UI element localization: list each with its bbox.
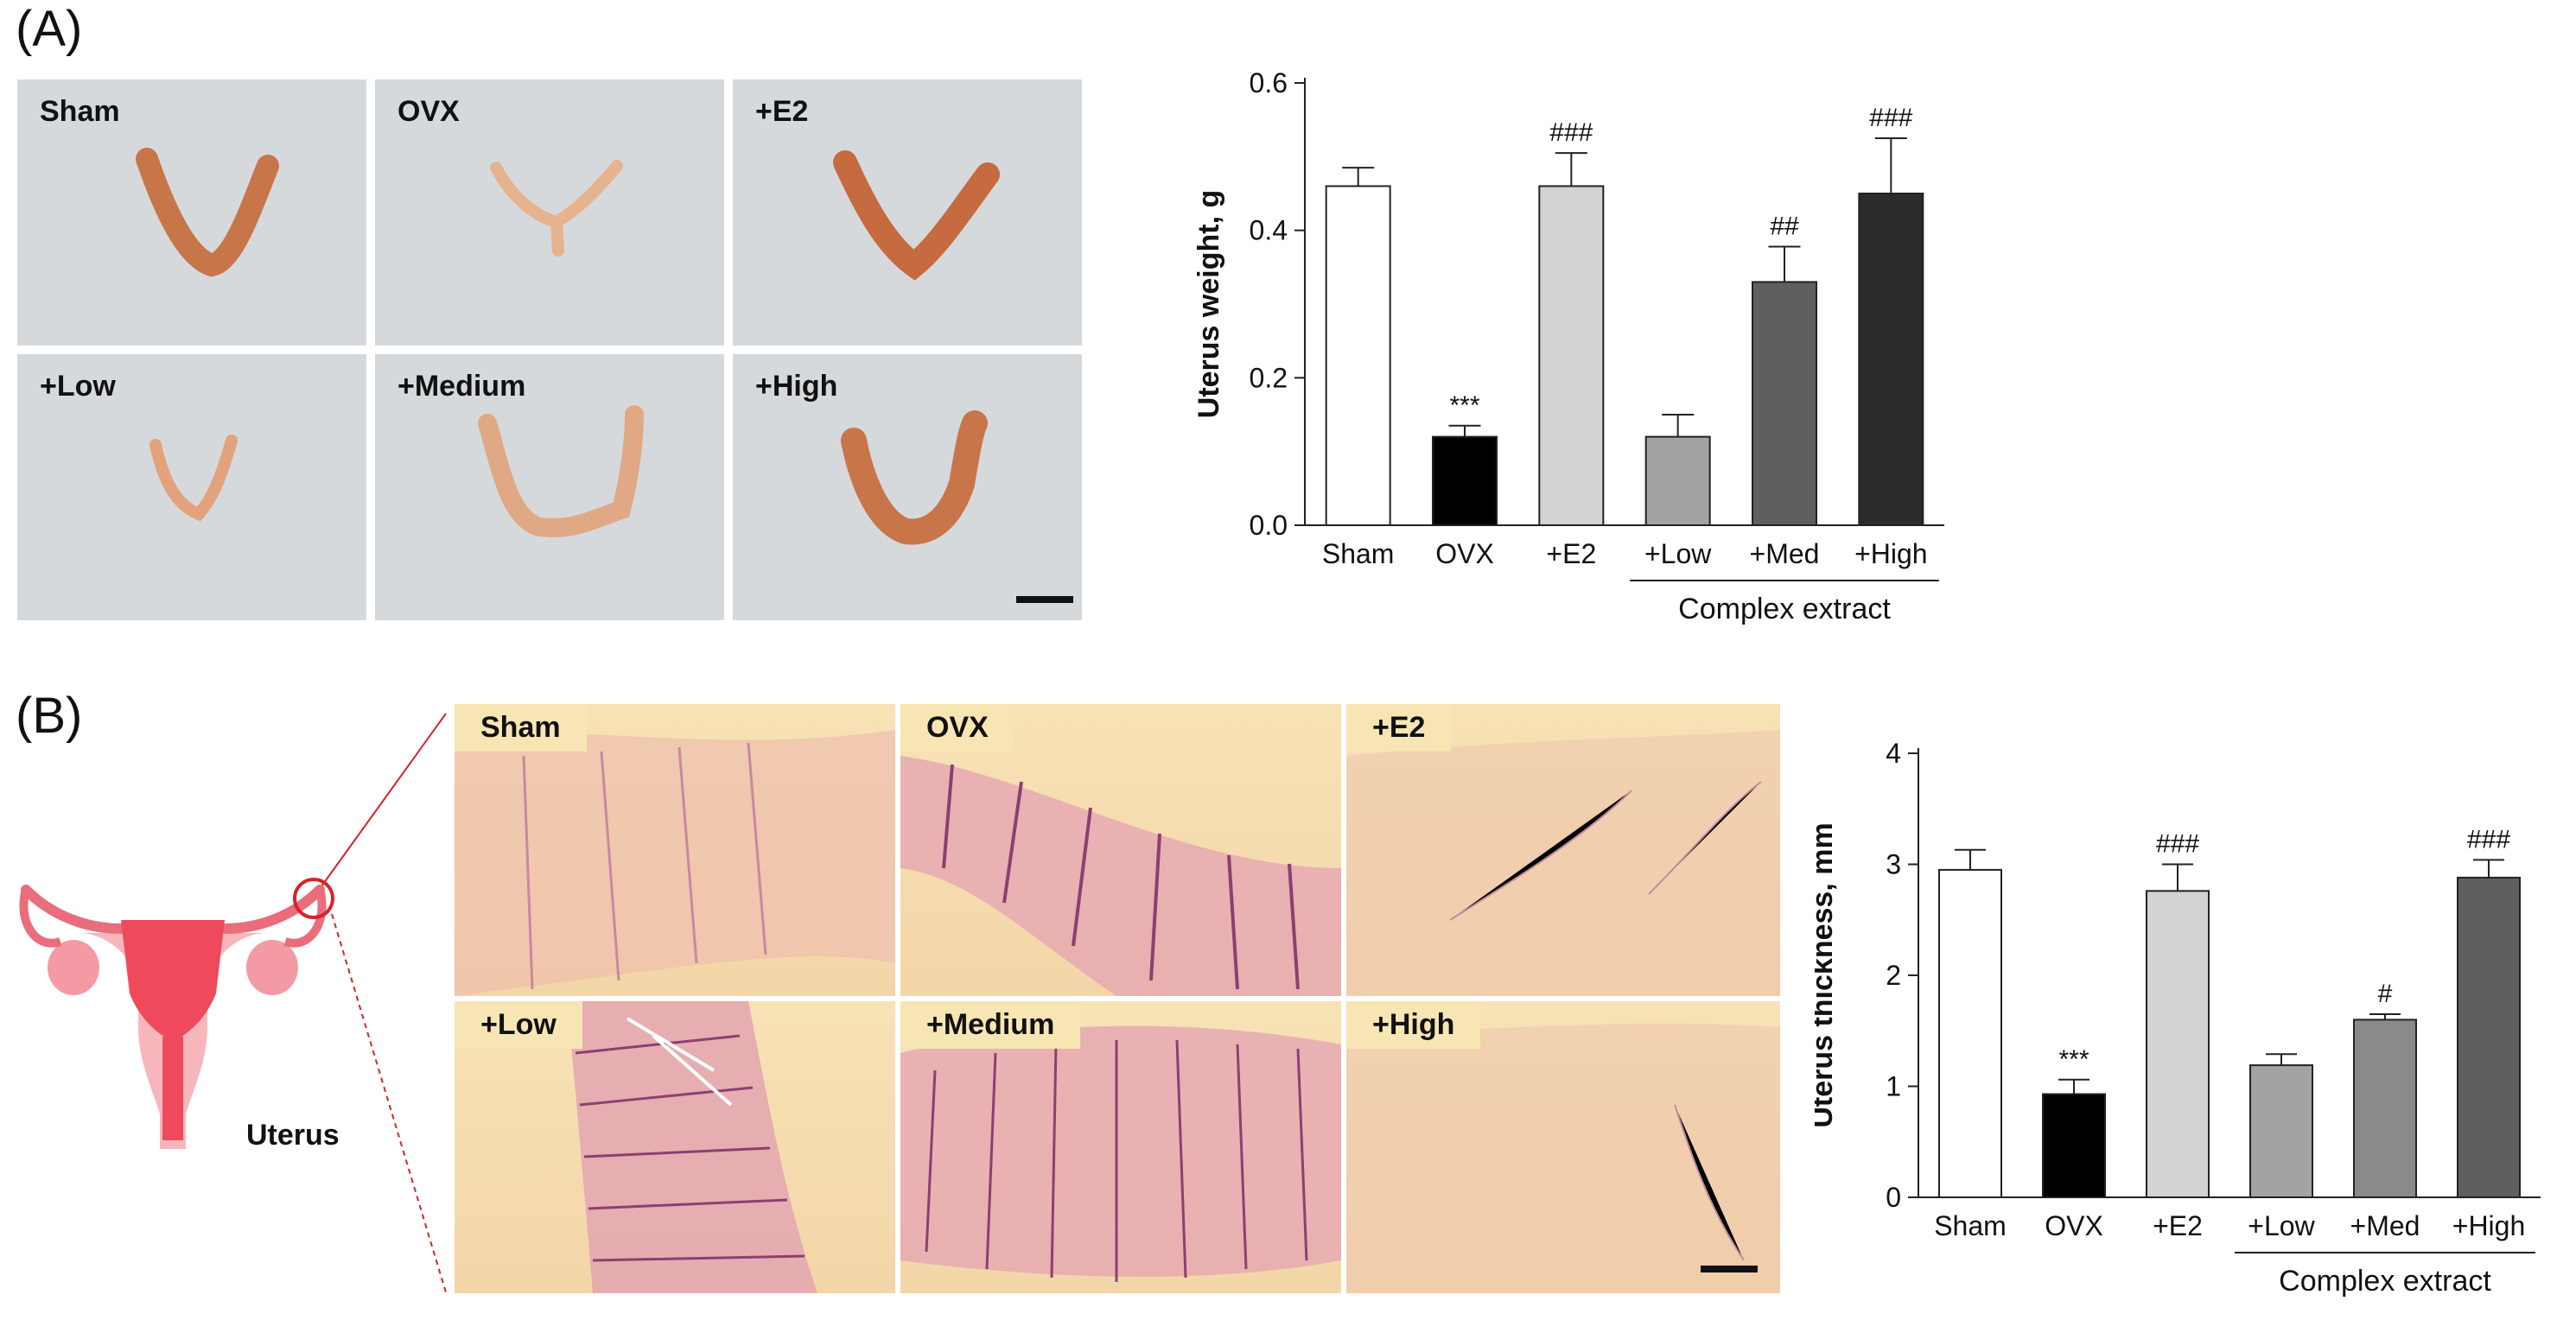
gross-photo-label: +Medium [398,370,526,403]
group-label: Complex extract [1678,593,1891,625]
significance-annotation: *** [1449,391,1479,420]
histology-section-image [1346,1023,1780,1293]
histology-section-image [900,756,1341,996]
panel-a-label: (A) [16,1,83,57]
x-tick-label: Sham [1322,538,1395,569]
histology-photo-label: +Medium [900,1001,1081,1049]
y-tick-label: 0.0 [1250,510,1288,541]
x-tick-label: +High [2452,1210,2526,1241]
histology-photo-medium: +Medium [900,1001,1341,1293]
x-tick-label: +Med [2350,1210,2420,1241]
histology-photo-sham: Sham [455,704,895,996]
x-tick-label: +E2 [2153,1210,2203,1241]
gross-photo-sham: Sham [17,79,366,346]
x-tick-label: +Low [1644,538,1712,569]
x-tick-label: OVX [1435,538,1494,569]
histology-section-image [455,730,895,996]
scale-bar [1016,596,1073,603]
bar-high [1858,193,1924,526]
uterus-specimen-image [490,160,623,257]
y-tick-label: 0.2 [1250,362,1288,393]
bar-low [2249,1064,2313,1198]
significance-annotation: ### [1549,118,1593,147]
y-tick-label: 1 [1886,1071,1901,1102]
y-tick-label: 0.6 [1250,67,1288,98]
gross-photo-ovx: OVX [375,79,724,346]
bar-ovx [2042,1093,2106,1198]
gross-photo-e2: +E2 [733,79,1082,346]
uterus-specimen-image [149,435,238,522]
gross-photo-high: +High [733,354,1082,620]
histology-photo-low: +Low [455,1001,895,1293]
y-tick-label: 3 [1886,849,1901,880]
histology-photo-label: +High [1346,1001,1481,1049]
significance-annotation: # [2378,980,2393,1008]
bar-e2 [2146,890,2210,1198]
bar-low [1644,435,1711,527]
significance-annotation: ### [2467,825,2510,854]
x-tick-label: +Low [2248,1210,2315,1241]
uterus-specimen-image [841,410,988,545]
y-tick-label: 0 [1886,1182,1901,1213]
bar-sham [1325,185,1391,526]
x-tick-label: +E2 [1546,538,1596,569]
diagram-label-uterus: Uterus [246,1119,340,1152]
y-tick-label: 2 [1886,960,1901,991]
histology-section-image [567,1001,817,1293]
significance-annotation: ## [1770,212,1799,240]
bar-ovx [1432,435,1498,527]
uterus-diagram: Uterus [19,713,447,1293]
x-tick-label: Sham [1934,1210,2007,1241]
y-axis-label: Uterus weight, g [1193,190,1225,418]
x-tick-label: +Med [1750,538,1820,569]
panel-b-label: (B) [16,688,83,744]
bar-high [2457,876,2521,1198]
gross-photo-low: +Low [17,354,366,620]
bar-sham [1938,868,2002,1199]
gross-photo-label: +E2 [755,95,809,128]
histology-photo-high: +High [1346,1001,1780,1293]
scale-bar [1701,1266,1758,1272]
histology-photo-e2: +E2 [1346,704,1780,996]
histology-section-image [1346,730,1780,996]
gross-photo-label: +High [755,370,838,403]
gross-photo-medium: +Medium [375,354,724,620]
histology-photo-label: +E2 [1346,704,1452,752]
bar-med [2353,1019,2417,1198]
y-tick-label: 4 [1886,738,1901,769]
gross-photo-label: +Low [40,370,116,403]
significance-annotation: *** [2058,1045,2089,1074]
gross-photo-label: OVX [398,95,460,128]
uterus-specimen-image [136,148,279,277]
gross-photo-label: Sham [40,95,120,128]
uterus-specimen-image [478,405,644,537]
uterus-weight-chart: 0.0 0.2 0.4 0.6 Uterus weight, g Sham *** OVX ##… [1193,67,1944,625]
group-label: Complex extract [2279,1265,2491,1298]
uterus-specimen-image [833,150,1000,281]
y-tick-label: 0.4 [1250,215,1288,246]
histology-photo-label: Sham [455,704,587,752]
histology-photo-label: OVX [900,704,1014,752]
x-tick-label: OVX [2045,1210,2103,1241]
histology-photo-ovx: OVX [900,704,1341,996]
significance-annotation: ### [2156,830,2199,859]
uterus-thickness-chart: 0 1 2 3 4 Uterus thickness, mm Sham *** OVX ### +E… [1815,738,2541,1298]
bar-med [1752,281,1817,526]
bar-e2 [1538,185,1605,526]
histology-section-image [900,1025,1341,1282]
histology-photo-label: +Low [455,1001,582,1049]
y-axis-label: Uterus thickness, mm [1815,822,1839,1127]
x-tick-label: +High [1854,538,1928,569]
significance-annotation: ### [1869,104,1912,132]
